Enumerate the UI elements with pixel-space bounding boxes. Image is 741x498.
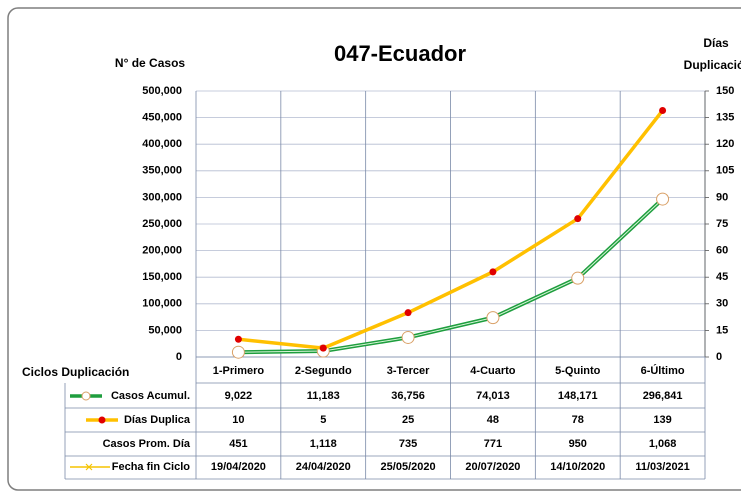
legend-marker <box>81 391 91 401</box>
y-tick-label: 250,000 <box>142 218 182 230</box>
y2-tick-label: 30 <box>716 298 728 310</box>
table-cell: 139 <box>653 414 671 426</box>
table-cell: 48 <box>487 414 499 426</box>
marker <box>234 335 242 343</box>
chart-frame <box>7 7 741 491</box>
marker <box>404 309 412 317</box>
table-cell: 36,756 <box>391 390 425 402</box>
table-cell: 771 <box>484 438 502 450</box>
marker <box>401 330 415 344</box>
marker <box>231 345 245 359</box>
legend-marker <box>85 463 93 471</box>
chart-title: 047-Ecuador <box>334 41 466 66</box>
x-tick-label: 2-Segundo <box>295 365 352 377</box>
x-tick-label: 5-Quinto <box>555 365 600 377</box>
table-cell: 1,068 <box>649 438 677 450</box>
y2-tick-label: 135 <box>716 112 734 124</box>
y2-tick-label: 0 <box>716 351 722 363</box>
y-tick-label: 300,000 <box>142 191 182 203</box>
table-cell: 950 <box>569 438 587 450</box>
y-tick-label: 400,000 <box>142 138 182 150</box>
y-tick-label: 200,000 <box>142 245 182 257</box>
table-cell: 9,022 <box>225 390 253 402</box>
y2-tick-label: 45 <box>716 271 728 283</box>
y2-tick-label: 75 <box>716 218 728 230</box>
series-line-highlight <box>238 198 663 353</box>
y-tick-label: 450,000 <box>142 112 182 124</box>
legend-label: Casos Acumul. <box>111 390 190 402</box>
x-axis-label: Ciclos Duplicación <box>22 365 129 379</box>
table-cell: 14/10/2020 <box>550 461 605 473</box>
table-cell: 451 <box>229 438 247 450</box>
table-cell: 74,013 <box>476 390 510 402</box>
y-tick-label: 500,000 <box>142 85 182 97</box>
table-cell: 25/05/2020 <box>381 461 436 473</box>
table-cell: 24/04/2020 <box>296 461 351 473</box>
legend-label: Casos Prom. Día <box>103 438 191 450</box>
y-tick-label: 150,000 <box>142 271 182 283</box>
marker <box>571 271 585 285</box>
marker <box>659 107 667 115</box>
y2-tick-label: 15 <box>716 324 728 336</box>
y-tick-label: 350,000 <box>142 165 182 177</box>
marker <box>486 311 500 325</box>
x-tick-label: 1-Primero <box>213 365 265 377</box>
marker <box>489 268 497 276</box>
table-cell: 1,118 <box>310 438 337 450</box>
table-cell: 5 <box>320 414 326 426</box>
y2-tick-label: 120 <box>716 138 734 150</box>
x-tick-label: 6-Último <box>641 364 685 377</box>
x-tick-label: 3-Tercer <box>387 365 430 377</box>
table-cell: 11,183 <box>307 390 340 402</box>
legend-marker <box>98 416 106 424</box>
marker <box>319 344 327 352</box>
table-cell: 78 <box>572 414 584 426</box>
series-line <box>238 109 664 350</box>
y2-tick-label: 60 <box>716 245 728 257</box>
y-tick-label: 0 <box>176 351 182 363</box>
table-cell: 19/04/2020 <box>211 461 266 473</box>
y2-axis-label: Días Duplicación <box>680 36 741 72</box>
marker <box>574 215 582 223</box>
y-tick-label: 100,000 <box>142 298 182 310</box>
table-cell: 148,171 <box>558 390 598 402</box>
x-tick-label: 4-Cuarto <box>470 365 516 377</box>
marker <box>656 192 670 206</box>
table-cell: 20/07/2020 <box>465 461 520 473</box>
table-cell: 10 <box>232 414 244 426</box>
y2-tick-label: 150 <box>716 85 734 97</box>
legend-label: Días Duplica <box>124 414 191 426</box>
y-tick-label: 50,000 <box>148 324 182 336</box>
table-cell: 735 <box>399 438 417 450</box>
table-cell: 296,841 <box>643 390 683 402</box>
table-cell: 25 <box>402 414 414 426</box>
table-cell: 11/03/2021 <box>635 461 689 473</box>
y2-tick-label: 90 <box>716 191 728 203</box>
legend-label: Fecha fin Ciclo <box>112 461 191 473</box>
y-axis-label: N° de Casos <box>115 56 185 70</box>
y2-tick-label: 105 <box>716 165 734 177</box>
